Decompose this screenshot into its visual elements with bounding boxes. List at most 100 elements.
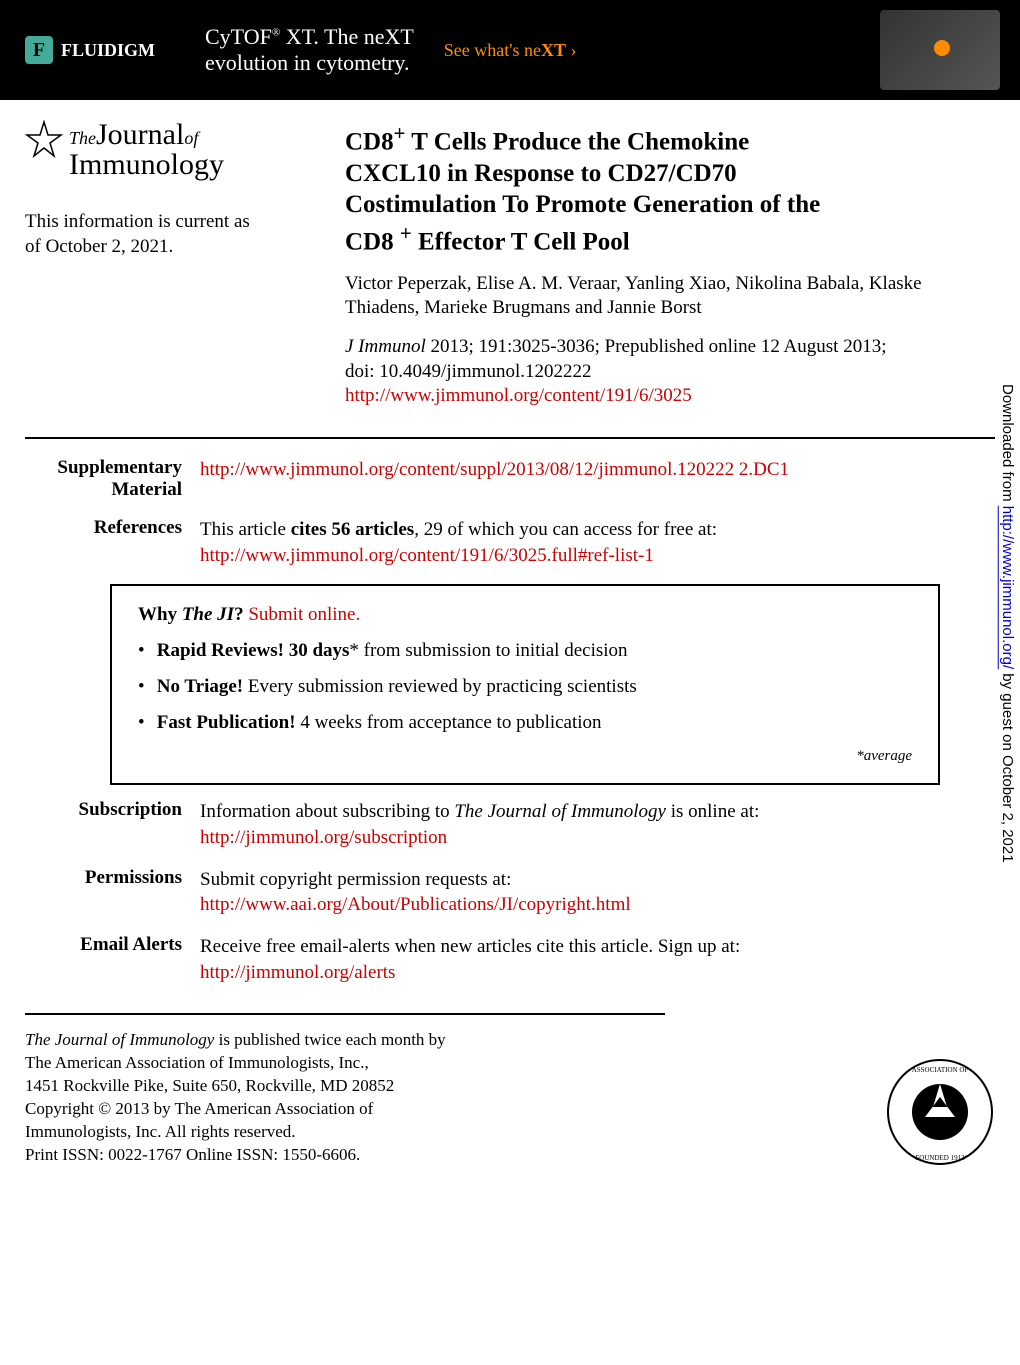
- bullet-3: •: [138, 712, 152, 734]
- banner-xt: XT. The neXT: [280, 24, 414, 49]
- article-citation: J Immunol 2013; 191:3025-3036; Prepublis…: [345, 335, 995, 409]
- why-title: Why The JI? Submit online.: [138, 604, 912, 626]
- item3-bold: Fast Publication!: [157, 712, 296, 733]
- why-item-1: • Rapid Reviews! 30 days* from submissio…: [138, 640, 912, 662]
- fluidigm-icon: F: [25, 36, 53, 64]
- banner-headline: CyTOF® XT. The neXT evolution in cytomet…: [205, 24, 414, 76]
- banner-cta-text: See what's ne: [444, 40, 541, 60]
- svg-text:ASSOCIATION OF: ASSOCIATION OF: [912, 1066, 969, 1074]
- journal-title: TheJournalof Immunology: [69, 120, 224, 180]
- permissions-row: Permissions Submit copyright permission …: [25, 867, 995, 918]
- banner-reg: ®: [272, 27, 280, 39]
- article-authors: Victor Peperzak, Elise A. M. Veraar, Yan…: [345, 272, 995, 321]
- alerts-link[interactable]: http://jimmunol.org/alerts: [200, 962, 395, 983]
- alerts-content: Receive free email-alerts when new artic…: [200, 934, 995, 985]
- meta-section-bottom: Subscription Information about subscribi…: [0, 799, 1020, 985]
- title-part3: Costimulation To Promote Generation of t…: [345, 191, 820, 218]
- footer-l1: is published twice each month by: [214, 1030, 445, 1049]
- ref-bold: cites 56 articles: [291, 519, 414, 540]
- journal-of: of: [184, 128, 198, 148]
- article-url-link[interactable]: http://www.jimmunol.org/content/191/6/30…: [345, 385, 692, 406]
- references-link[interactable]: http://www.jimmunol.org/content/191/6/30…: [200, 545, 654, 566]
- divider-1: [25, 437, 995, 439]
- supplementary-label: Supplementary Material: [25, 457, 200, 501]
- journal-badge-icon: [25, 120, 63, 158]
- bullet-1: •: [138, 640, 152, 662]
- why-q: ?: [234, 604, 248, 625]
- footer-divider: [25, 1013, 665, 1015]
- banner-cta[interactable]: See what's neXT ›: [444, 40, 577, 61]
- banner-cta-bold: XT: [541, 40, 566, 60]
- current-line1: This information is current as: [25, 211, 250, 232]
- alerts-row: Email Alerts Receive free email-alerts w…: [25, 934, 995, 985]
- main-content: TheJournalof Immunology This information…: [0, 100, 1020, 419]
- sidebar-text2: by guest on October 2, 2021: [999, 669, 1016, 862]
- svg-text:FOUNDED 1913: FOUNDED 1913: [915, 1154, 965, 1162]
- aai-seal: ASSOCIATION OF FOUNDED 1913: [885, 1057, 995, 1167]
- footer-text: The Journal of Immunology is published t…: [25, 1029, 446, 1167]
- article-title: CD8+ T Cells Produce the Chemokine CXCL1…: [345, 120, 995, 258]
- supplementary-row: Supplementary Material http://www.jimmun…: [25, 457, 995, 501]
- sidebar-link[interactable]: http://www.jimmunol.org/: [999, 506, 1016, 669]
- item2-bold: No Triage!: [157, 676, 243, 697]
- why-ji: The JI: [182, 604, 234, 625]
- bullet-2: •: [138, 676, 152, 698]
- alerts-text: Receive free email-alerts when new artic…: [200, 936, 740, 957]
- permissions-link[interactable]: http://www.aai.org/About/Publications/JI…: [200, 894, 631, 915]
- why-ji-box: Why The JI? Submit online. • Rapid Revie…: [110, 584, 940, 785]
- journal-immunology: Immunology: [69, 148, 224, 181]
- left-column: TheJournalof Immunology This information…: [25, 120, 345, 409]
- references-label: References: [25, 517, 200, 568]
- footer-l2: The American Association of Immunologist…: [25, 1053, 369, 1072]
- banner-line2: evolution in cytometry.: [205, 50, 409, 75]
- current-line2: of October 2, 2021.: [25, 236, 173, 257]
- item1-bold: Rapid Reviews! 30 days: [157, 640, 350, 661]
- subscription-link[interactable]: http://jimmunol.org/subscription: [200, 827, 447, 848]
- references-content: This article cites 56 articles, 29 of wh…: [200, 517, 995, 568]
- title-part2: CXCL10 in Response to CD27/CD70: [345, 160, 737, 187]
- download-sidebar: Downloaded from http://www.jimmunol.org/…: [995, 380, 1020, 867]
- title-part1: CD8: [345, 128, 394, 155]
- title-part4b: Effector T Cell Pool: [412, 228, 630, 255]
- title-part1b: T Cells Produce the Chemokine: [405, 128, 749, 155]
- ref-text2: , 29 of which you can access for free at…: [414, 519, 717, 540]
- why-item-3: • Fast Publication! 4 weeks from accepta…: [138, 712, 912, 734]
- ad-banner[interactable]: F FLUIDIGM CyTOF® XT. The neXT evolution…: [0, 0, 1020, 100]
- footer-ital: The Journal of Immunology: [25, 1030, 214, 1049]
- submit-online-link[interactable]: Submit online.: [248, 604, 360, 625]
- why-item-2: • No Triage! Every submission reviewed b…: [138, 676, 912, 698]
- footer: The Journal of Immunology is published t…: [0, 1029, 1020, 1187]
- subscription-label: Subscription: [25, 799, 200, 850]
- currency-info: This information is current as of Octobe…: [25, 210, 325, 259]
- fluidigm-brand-text: FLUIDIGM: [61, 40, 155, 61]
- references-row: References This article cites 56 article…: [25, 517, 995, 568]
- right-column: CD8+ T Cells Produce the Chemokine CXCL1…: [345, 120, 995, 409]
- journal-journal: Journal: [96, 118, 184, 151]
- alerts-label: Email Alerts: [25, 934, 200, 985]
- citation-journal: J Immunol: [345, 336, 426, 357]
- footer-l3: 1451 Rockville Pike, Suite 650, Rockvill…: [25, 1076, 394, 1095]
- banner-cta-arrow: ›: [566, 40, 577, 60]
- item1-star: *: [349, 640, 359, 661]
- title-sup2: +: [400, 221, 412, 245]
- fluidigm-logo: F FLUIDIGM: [25, 36, 155, 64]
- perm-text: Submit copyright permission requests at:: [200, 869, 511, 890]
- item3-text: 4 weeks from acceptance to publication: [296, 712, 602, 733]
- journal-logo: TheJournalof Immunology: [25, 120, 325, 180]
- sub-text2: is online at:: [666, 801, 759, 822]
- title-part4a: CD8: [345, 228, 400, 255]
- ref-text1: This article: [200, 519, 291, 540]
- footer-l4: Copyright © 2013 by The American Associa…: [25, 1099, 373, 1118]
- footer-l5: Immunologists, Inc. All rights reserved.: [25, 1122, 296, 1141]
- subscription-row: Subscription Information about subscribi…: [25, 799, 995, 850]
- supplementary-link[interactable]: http://www.jimmunol.org/content/suppl/20…: [200, 459, 789, 480]
- why-word: Why: [138, 604, 182, 625]
- permissions-label: Permissions: [25, 867, 200, 918]
- title-sup1: +: [394, 121, 406, 145]
- journal-the: The: [69, 128, 96, 148]
- sub-text1: Information about subscribing to: [200, 801, 454, 822]
- citation-text: 2013; 191:3025-3036; Prepublished online…: [426, 336, 887, 357]
- citation-doi: doi: 10.4049/jimmunol.1202222: [345, 361, 591, 382]
- supplementary-content: http://www.jimmunol.org/content/suppl/20…: [200, 457, 995, 501]
- banner-product-dot: [934, 40, 950, 56]
